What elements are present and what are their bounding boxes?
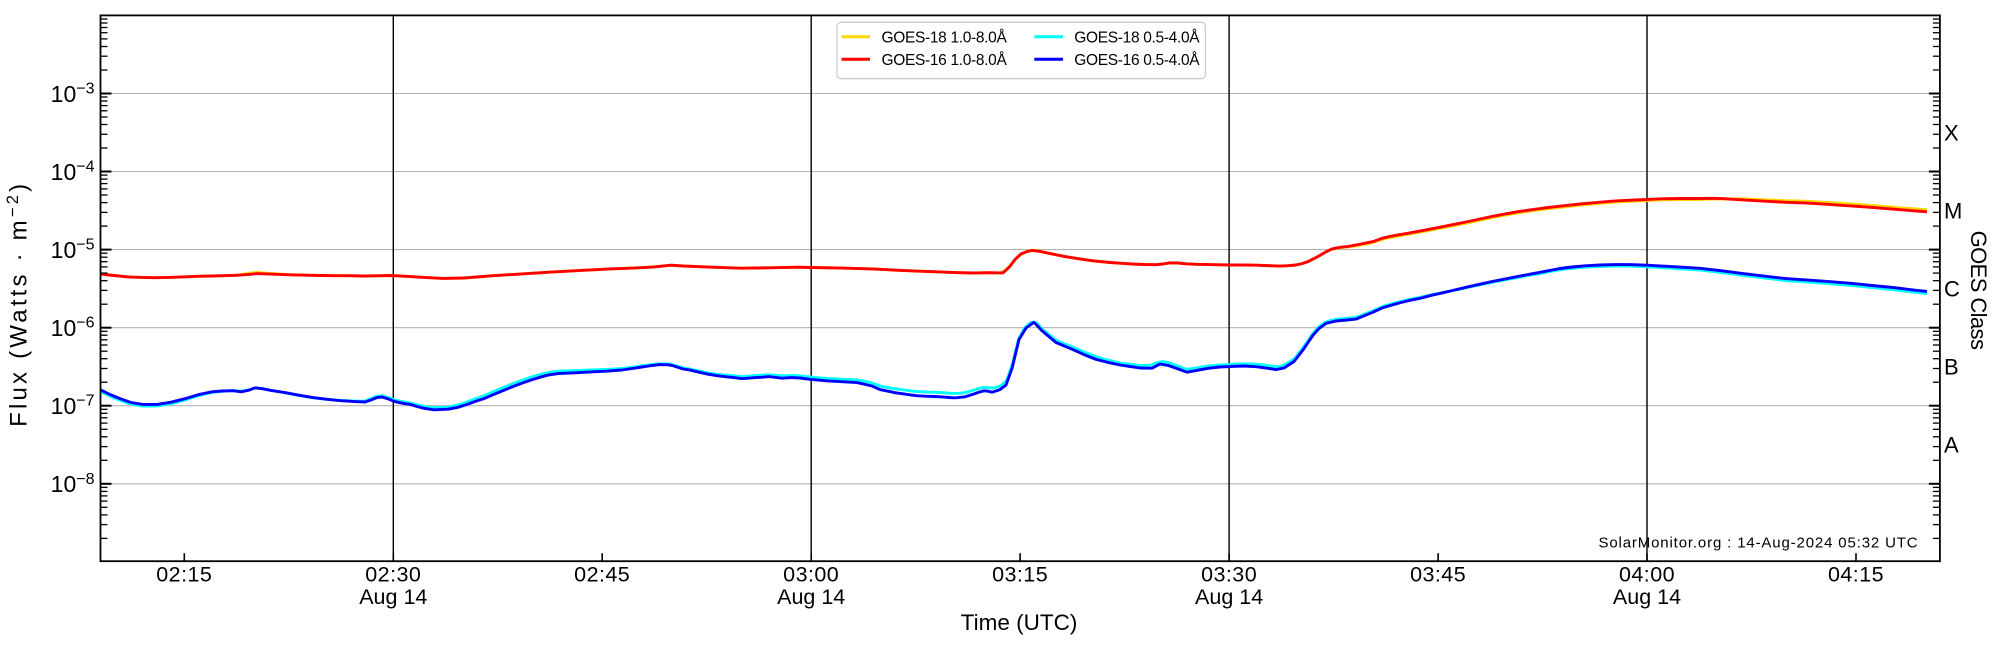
svg-text:X: X <box>1944 120 1959 145</box>
svg-text:GOES-16 0.5-4.0Å: GOES-16 0.5-4.0Å <box>1074 52 1200 69</box>
svg-text:GOES-18 0.5-4.0Å: GOES-18 0.5-4.0Å <box>1074 29 1200 46</box>
svg-text:02:30: 02:30 <box>365 563 421 587</box>
svg-text:03:00: 03:00 <box>783 563 839 587</box>
svg-text:SolarMonitor.org : 14-Aug-2024: SolarMonitor.org : 14-Aug-2024 05:32 UTC <box>1599 535 1919 552</box>
svg-text:GOES-16 1.0-8.0Å: GOES-16 1.0-8.0Å <box>882 52 1008 69</box>
svg-text:C: C <box>1944 277 1960 302</box>
svg-text:10−4: 10−4 <box>51 159 95 185</box>
svg-text:A: A <box>1944 433 1959 458</box>
svg-text:Time (UTC): Time (UTC) <box>961 610 1078 635</box>
svg-text:03:15: 03:15 <box>992 563 1048 587</box>
svg-text:Aug 14: Aug 14 <box>1195 585 1263 609</box>
svg-text:03:45: 03:45 <box>1410 563 1466 587</box>
svg-text:GOES-18 1.0-8.0Å: GOES-18 1.0-8.0Å <box>882 29 1008 46</box>
svg-text:M: M <box>1944 198 1962 223</box>
svg-text:04:15: 04:15 <box>1828 563 1884 587</box>
svg-text:Aug 14: Aug 14 <box>1613 585 1681 609</box>
svg-text:03:30: 03:30 <box>1201 563 1257 587</box>
svg-text:10−6: 10−6 <box>51 315 95 341</box>
svg-text:04:00: 04:00 <box>1619 563 1675 587</box>
svg-text:Aug 14: Aug 14 <box>359 585 427 609</box>
svg-text:B: B <box>1944 355 1959 380</box>
svg-text:02:45: 02:45 <box>574 563 630 587</box>
svg-text:Aug 14: Aug 14 <box>777 585 845 609</box>
svg-text:02:15: 02:15 <box>156 563 212 587</box>
svg-text:GOES Class: GOES Class <box>1966 231 1991 350</box>
svg-text:Flux (Watts · m−2): Flux (Watts · m−2) <box>4 181 33 427</box>
